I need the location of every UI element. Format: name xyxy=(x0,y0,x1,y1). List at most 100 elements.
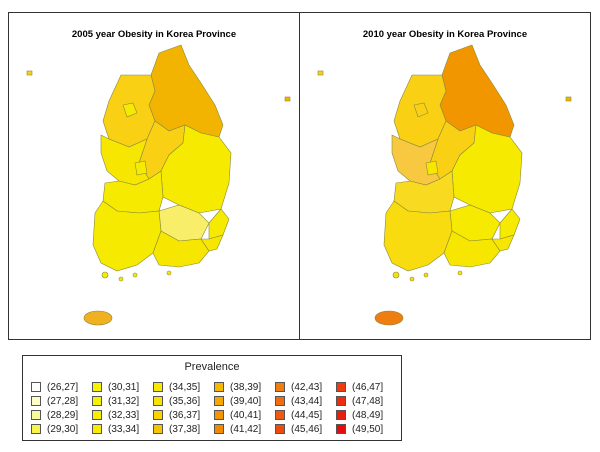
legend-swatch xyxy=(153,396,163,406)
island-south-3 xyxy=(423,272,429,278)
province-gangwon xyxy=(148,44,224,138)
province-daejeon xyxy=(134,160,148,176)
legend-item: (39,40] xyxy=(214,394,275,408)
province-seoul xyxy=(413,102,429,118)
legend-item: (27,28] xyxy=(31,394,92,408)
province-busan xyxy=(491,234,515,252)
legend-item: (40,41] xyxy=(214,408,275,422)
legend-item: (44,45] xyxy=(275,408,336,422)
province-jeju xyxy=(374,310,404,326)
legend-label: (41,42] xyxy=(230,423,262,435)
legend-swatch xyxy=(92,396,102,406)
legend-label: (36,37] xyxy=(169,409,201,421)
legend-label: (28,29] xyxy=(47,409,79,421)
legend-item: (43,44] xyxy=(275,394,336,408)
province-gyeongnam xyxy=(443,230,501,268)
map-panel-2010: 2010 year Obesity in Korea Province xyxy=(299,12,591,340)
legend-label: (38,39] xyxy=(230,381,262,393)
island-south-1 xyxy=(392,271,400,279)
province-gangwon xyxy=(439,44,515,138)
legend-item: (47,48] xyxy=(336,394,397,408)
legend-swatch xyxy=(336,382,346,392)
legend-label: (40,41] xyxy=(230,409,262,421)
legend-item: (36,37] xyxy=(153,408,214,422)
legend-swatch xyxy=(214,382,224,392)
legend-label: (39,40] xyxy=(230,395,262,407)
legend-label: (45,46] xyxy=(291,423,323,435)
legend-item: (41,42] xyxy=(214,422,275,436)
province-ulsan xyxy=(208,208,230,240)
province-seoul xyxy=(122,102,138,118)
island-south-3 xyxy=(132,272,138,278)
legend-label: (34,35] xyxy=(169,381,201,393)
legend-swatch xyxy=(31,396,41,406)
legend-grid: (26,27] (30,31] (34,35] (38,39] (42,43] (46,4… xyxy=(31,380,397,436)
island-baengnyeong xyxy=(26,70,33,76)
legend-label: (29,30] xyxy=(47,423,79,435)
legend-item: (31,32] xyxy=(92,394,153,408)
province-busan xyxy=(200,234,224,252)
legend-swatch xyxy=(31,424,41,434)
legend-item: (46,47] xyxy=(336,380,397,394)
legend-swatch xyxy=(153,424,163,434)
legend-swatch xyxy=(214,424,224,434)
legend-label: (43,44] xyxy=(291,395,323,407)
legend-title: Prevalence xyxy=(184,361,240,373)
legend-swatch xyxy=(275,424,285,434)
island-south-2 xyxy=(409,276,415,282)
legend-item: (29,30] xyxy=(31,422,92,436)
legend-item: (37,38] xyxy=(153,422,214,436)
legend-label: (32,33] xyxy=(108,409,140,421)
legend-swatch xyxy=(153,410,163,420)
legend-label: (35,36] xyxy=(169,395,201,407)
korea-map-2010 xyxy=(317,44,572,326)
province-gyeongnam xyxy=(152,230,210,268)
legend-label: (31,32] xyxy=(108,395,140,407)
legend-swatch xyxy=(275,382,285,392)
legend-swatch xyxy=(214,410,224,420)
legend-swatch xyxy=(153,382,163,392)
legend-swatch xyxy=(31,382,41,392)
map-title-2005: 2005 year Obesity in Korea Province xyxy=(71,29,237,40)
island-baengnyeong xyxy=(317,70,324,76)
legend-item: (48,49] xyxy=(336,408,397,422)
legend-swatch xyxy=(31,410,41,420)
legend-item: (49,50] xyxy=(336,422,397,436)
map-panel-2005: 2005 year Obesity in Korea Province xyxy=(8,12,300,340)
map-title-2010: 2010 year Obesity in Korea Province xyxy=(362,29,528,40)
legend-label: (26,27] xyxy=(47,381,79,393)
legend-swatch xyxy=(214,396,224,406)
province-daejeon xyxy=(425,160,439,176)
legend-label: (44,45] xyxy=(291,409,323,421)
legend-label: (49,50] xyxy=(352,423,384,435)
island-ulleung xyxy=(284,96,291,102)
legend-swatch xyxy=(92,382,102,392)
legend: Prevalence (26,27] (30,31] (34,35] (38,39](… xyxy=(22,355,402,441)
legend-swatch xyxy=(275,410,285,420)
legend-item: (33,34] xyxy=(92,422,153,436)
legend-swatch xyxy=(275,396,285,406)
legend-label: (46,47] xyxy=(352,381,384,393)
legend-item: (32,33] xyxy=(92,408,153,422)
legend-item: (38,39] xyxy=(214,380,275,394)
province-jeju xyxy=(83,310,113,326)
legend-item: (26,27] xyxy=(31,380,92,394)
legend-label: (37,38] xyxy=(169,423,201,435)
legend-item: (45,46] xyxy=(275,422,336,436)
legend-label: (42,43] xyxy=(291,381,323,393)
legend-label: (48,49] xyxy=(352,409,384,421)
legend-item: (35,36] xyxy=(153,394,214,408)
korea-map-2005 xyxy=(26,44,291,326)
province-ulsan xyxy=(499,208,521,240)
legend-label: (30,31] xyxy=(108,381,140,393)
legend-item: (42,43] xyxy=(275,380,336,394)
legend-swatch xyxy=(336,424,346,434)
island-south-1 xyxy=(101,271,109,279)
legend-label: (33,34] xyxy=(108,423,140,435)
legend-label: (47,48] xyxy=(352,395,384,407)
legend-item: (30,31] xyxy=(92,380,153,394)
legend-label: (27,28] xyxy=(47,395,79,407)
legend-swatch xyxy=(336,396,346,406)
legend-item: (28,29] xyxy=(31,408,92,422)
legend-swatch xyxy=(92,424,102,434)
